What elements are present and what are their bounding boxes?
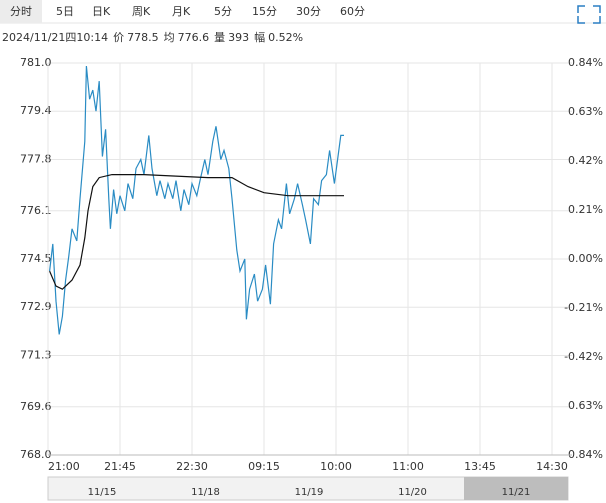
info-label: 价 [113,31,124,44]
x-tick-label: 22:30 [176,460,208,473]
info-value: 0.52% [268,31,303,44]
x-tick-label: 10:00 [320,460,352,473]
tab-active [0,0,42,23]
tab[interactable]: 60分 [340,5,365,18]
info-label: 量 [214,31,225,44]
info-value: 393 [228,31,249,44]
info-label: 均 [164,31,175,44]
y2-tick-label: 0.00% [568,252,603,265]
tab[interactable]: 周K [132,5,151,18]
y-tick-label: 774.5 [20,252,52,265]
navigator-date: 11/20 [398,487,427,498]
y-tick-label: 768.0 [20,448,52,461]
price-line [49,65,344,335]
tab[interactable]: 15分 [252,5,277,18]
y-tick-label: 772.9 [20,300,52,313]
info-datetime: 2024/11/21四10:14 [2,31,108,44]
y2-tick-label: 0.63% [568,399,603,412]
y2-tick-label: 0.42% [568,154,603,167]
navigator-date: 11/21 [502,487,531,498]
y2-tick-label: -0.84% [564,448,603,461]
navigator-date: 11/18 [191,487,220,498]
info-value: 778.5 [127,31,159,44]
tab[interactable]: 5分 [214,5,232,18]
y-tick-label: 777.8 [20,152,52,165]
y2-tick-label: 0.21% [568,203,603,216]
tab[interactable]: 5日 [56,5,74,18]
y2-tick-label: 0.84% [568,56,603,69]
navigator-window[interactable] [464,477,568,500]
y2-tick-label: -0.21% [564,301,603,314]
tab[interactable]: 分时 [10,5,32,18]
navigator-date: 11/19 [295,487,324,498]
y2-tick-label: -0.42% [564,350,603,363]
tab[interactable]: 日K [92,5,111,18]
y-tick-label: 776.1 [20,204,52,217]
y-tick-label: 781.0 [20,56,52,69]
x-tick-label: 11:00 [392,460,424,473]
x-tick-label: 13:45 [464,460,496,473]
price-line [49,174,344,290]
y-tick-label: 769.6 [20,400,52,413]
tab[interactable]: 月K [172,5,191,18]
x-tick-label: 21:00 [48,460,80,473]
x-tick-label: 09:15 [248,460,280,473]
navigator-date: 11/15 [88,487,117,498]
x-tick-label: 21:45 [104,460,136,473]
y2-tick-label: 0.63% [568,105,603,118]
tab[interactable]: 30分 [296,5,321,18]
y-tick-label: 779.4 [20,104,52,117]
fullscreen-icon[interactable] [577,5,601,24]
info-value: 776.6 [178,31,210,44]
info-label: 幅 [254,31,265,44]
x-tick-label: 14:30 [536,460,568,473]
y-tick-label: 771.3 [20,348,52,361]
